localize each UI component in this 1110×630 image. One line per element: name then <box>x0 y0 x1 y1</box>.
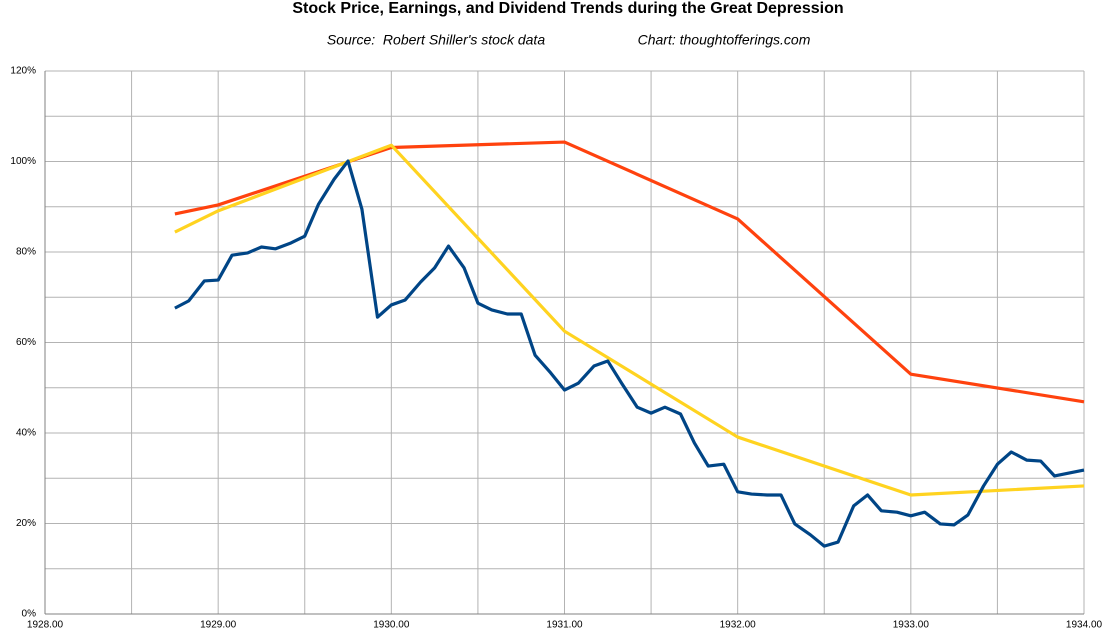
x-tick-label: 1932.00 <box>720 620 757 630</box>
x-tick-label: 1931.00 <box>546 620 583 630</box>
grid <box>44 70 1085 615</box>
y-tick-label: 60% <box>16 337 36 348</box>
x-tick-label: 1928.00 <box>27 620 64 630</box>
y-tick-label: 120% <box>10 66 36 77</box>
y-tick-label: 80% <box>16 247 36 258</box>
x-tick-label: 1930.00 <box>373 620 410 630</box>
x-tick-label: 1929.00 <box>200 620 237 630</box>
y-tick-label: 100% <box>10 156 36 167</box>
y-tick-label: 40% <box>16 428 36 439</box>
chart-credit: Chart: thoughtofferings.com <box>638 32 811 48</box>
tick-labels: 0% 20% 40% 60% 80% 100% 120% 1928.00 1929.00 1930… <box>10 66 1102 630</box>
series-line <box>174 143 1085 497</box>
x-tick-label: 1934.00 <box>1066 620 1103 630</box>
chart-title: Stock Price, Earnings, and Dividend Tren… <box>292 0 843 17</box>
y-tick-label: 20% <box>16 518 36 529</box>
y-tick-label: 0% <box>22 609 37 620</box>
series-line <box>174 140 1085 404</box>
plot-lines <box>174 140 1085 548</box>
chart-subtitle: Source: Robert Shiller's stock data <box>327 32 545 48</box>
x-tick-label: 1933.00 <box>893 620 930 630</box>
series-line <box>174 159 1085 548</box>
